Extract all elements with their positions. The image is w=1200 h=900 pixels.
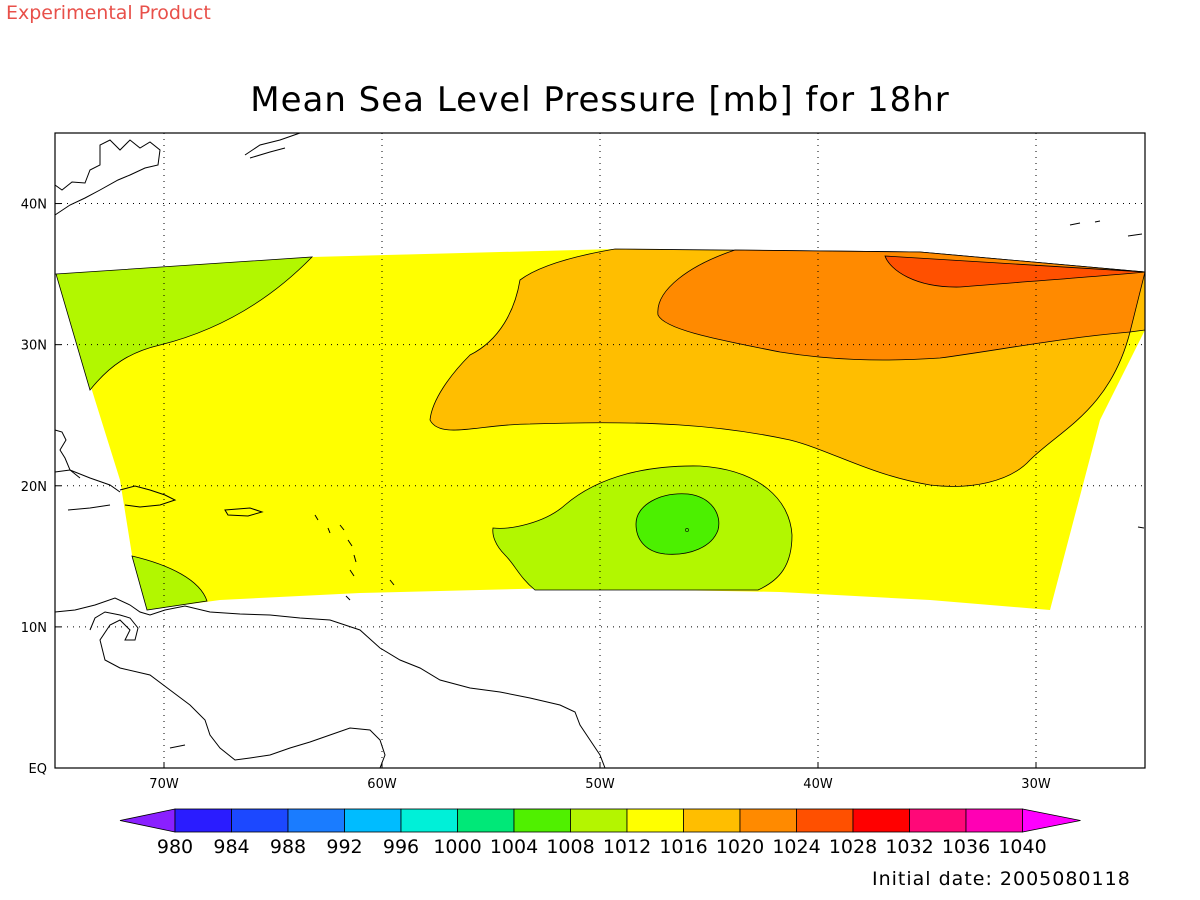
experimental-product-label: Experimental Product bbox=[6, 2, 211, 24]
colorbar-arrow-high bbox=[1022, 808, 1081, 833]
x-tick-label: 30W bbox=[1021, 777, 1051, 792]
colorbar-box bbox=[965, 808, 1023, 833]
colorbar-box bbox=[796, 808, 854, 833]
colorbar-box bbox=[400, 808, 458, 833]
colorbar-arrow-low bbox=[119, 808, 176, 833]
y-tick-label: 40N bbox=[21, 198, 47, 213]
field-1024-region bbox=[884, 255, 1146, 288]
coastlines bbox=[54, 132, 1145, 769]
map-tick-labels: 70W 60W 50W 40W 30W EQ 10N 20N 30N 40N bbox=[21, 198, 1051, 792]
colorbar-level-label: 1028 bbox=[829, 836, 877, 858]
colorbar: 980 984 988 992 996 1000 1004 1008 1012 1016 1020 1… bbox=[119, 808, 1081, 858]
colorbar-level-label: 988 bbox=[270, 836, 306, 858]
colorbar-level-label: 980 bbox=[157, 836, 193, 858]
coast-south-america bbox=[54, 597, 606, 769]
y-tick-label: 10N bbox=[21, 621, 47, 636]
x-tick-label: 50W bbox=[585, 777, 615, 792]
pressure-field bbox=[55, 248, 1146, 611]
x-tick-label: 70W bbox=[149, 777, 179, 792]
colorbar-level-label: 1012 bbox=[603, 836, 651, 858]
coast-islands-east bbox=[169, 220, 1145, 749]
colorbar-level-label: 1040 bbox=[998, 836, 1046, 858]
colorbar-level-label: 992 bbox=[326, 836, 362, 858]
y-tick-label: 30N bbox=[21, 339, 47, 354]
x-tick-label: 60W bbox=[367, 777, 397, 792]
colorbar-level-label: 1016 bbox=[659, 836, 707, 858]
y-tick-label: EQ bbox=[29, 762, 47, 777]
colorbar-level-label: 1000 bbox=[433, 836, 481, 858]
colorbar-level-label: 1024 bbox=[772, 836, 820, 858]
coast-nova-scotia bbox=[244, 132, 301, 159]
coast-puerto-rico bbox=[224, 507, 264, 517]
colorbar-level-label: 1020 bbox=[716, 836, 764, 858]
colorbar-box bbox=[852, 808, 910, 833]
coast-cuba bbox=[54, 469, 121, 511]
colorbar-level-label: 984 bbox=[213, 836, 249, 858]
colorbar-level-label: 1004 bbox=[490, 836, 538, 858]
coast-hispaniola bbox=[119, 485, 177, 508]
colorbar-level-label: 1032 bbox=[885, 836, 933, 858]
low-center-marker bbox=[685, 528, 689, 532]
colorbar-level-label: 996 bbox=[383, 836, 419, 858]
colorbar-box bbox=[344, 808, 402, 833]
coast-lesser-antilles bbox=[314, 514, 395, 601]
colorbar-box bbox=[570, 808, 628, 833]
coast-north-america bbox=[54, 139, 161, 216]
map-grid bbox=[55, 133, 1145, 768]
colorbar-level-label: 1036 bbox=[942, 836, 990, 858]
y-tick-label: 20N bbox=[21, 480, 47, 495]
field-1004-low-region bbox=[635, 493, 720, 555]
colorbar-box bbox=[287, 808, 345, 833]
colorbar-box bbox=[457, 808, 515, 833]
colorbar-box bbox=[683, 808, 741, 833]
colorbar-box bbox=[513, 808, 571, 833]
map-title: Mean Sea Level Pressure [mb] for 18hr bbox=[250, 80, 950, 120]
colorbar-box bbox=[231, 808, 289, 833]
colorbar-box bbox=[909, 808, 967, 833]
initial-date-label: Initial date: 2005080118 bbox=[872, 868, 1131, 890]
field-1008-sw-region bbox=[131, 555, 208, 611]
colorbar-level-label: 1008 bbox=[546, 836, 594, 858]
x-tick-label: 40W bbox=[803, 777, 833, 792]
field-1008-nw-region bbox=[55, 256, 314, 391]
colorbar-box bbox=[626, 808, 684, 833]
colorbar-box bbox=[174, 808, 232, 833]
colorbar-box bbox=[739, 808, 797, 833]
